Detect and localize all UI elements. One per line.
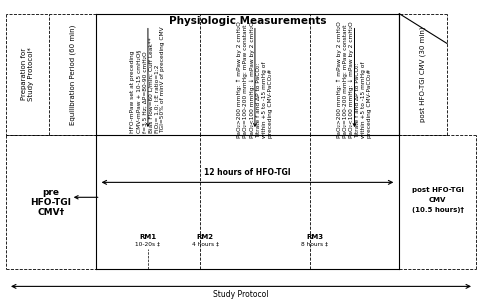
Text: HFO-TGI: HFO-TGI (30, 198, 71, 207)
Text: post HFO-TGI: post HFO-TGI (412, 187, 464, 193)
Text: RM2: RM2 (197, 234, 214, 240)
Text: Study Protocol: Study Protocol (213, 290, 269, 299)
Text: CMV: CMV (429, 197, 446, 203)
Text: Preparation for
Study Protocol*: Preparation for Study Protocol* (21, 47, 34, 101)
Text: 12 hours of HFO-TGI: 12 hours of HFO-TGI (204, 168, 291, 178)
Text: PaO₂>200 mmHg: ↑ mPaw by 2 cmH₂O
PaO₂=100-200 mmHg: mPaw constant
PaO₂<100 mmHg:: PaO₂>200 mmHg: ↑ mPaw by 2 cmH₂O PaO₂=10… (237, 21, 273, 138)
Text: PaO₂>200 mmHg: ↑ mPaw by 2 cmH₂O
PaO₂=100-200 mmHg: mPaw constant
PaO₂<100 mmHg:: PaO₂>200 mmHg: ↑ mPaw by 2 cmH₂O PaO₂=10… (336, 21, 373, 138)
Text: Physiologic Measurements: Physiologic Measurements (169, 16, 326, 26)
Text: HFO-mPaw set at preceding
CMV-mPaw + 10-15 cmH₂O§
f=3.5 Hz; ΔP=80-90 cmH₂O
Bias : HFO-mPaw set at preceding CMV-mPaw + 10-… (131, 26, 165, 133)
Text: post HFO-TGI CMV (30 min): post HFO-TGI CMV (30 min) (420, 27, 427, 122)
Text: (10.5 hours)†: (10.5 hours)† (412, 207, 464, 213)
Text: RM1: RM1 (139, 234, 157, 240)
Text: pre: pre (42, 188, 59, 197)
Text: CMV†: CMV† (37, 208, 65, 217)
Text: 4 hours ‡: 4 hours ‡ (192, 242, 219, 247)
Text: 8 hours ‡: 8 hours ‡ (301, 242, 328, 247)
Text: RM3: RM3 (306, 234, 323, 240)
Text: Equilibration Period (60 min): Equilibration Period (60 min) (69, 24, 76, 124)
Text: 10-20s ‡: 10-20s ‡ (135, 242, 161, 247)
